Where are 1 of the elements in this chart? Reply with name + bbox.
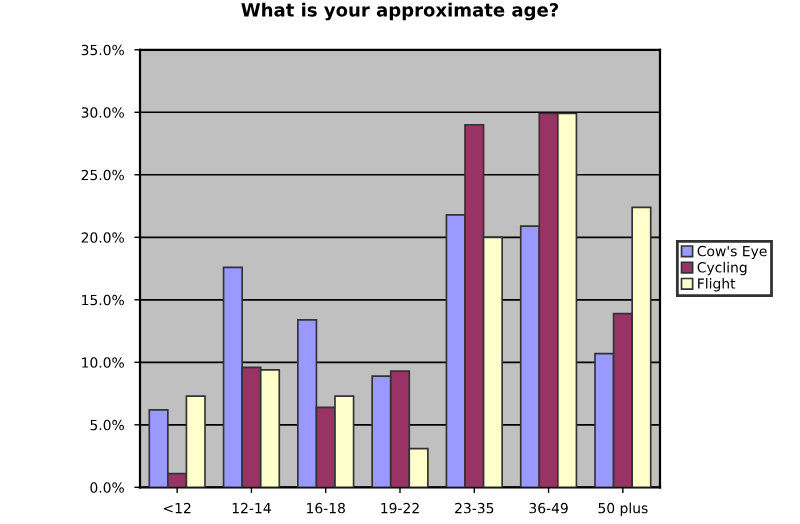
chart-title: What is your approximate age? [241,2,559,21]
